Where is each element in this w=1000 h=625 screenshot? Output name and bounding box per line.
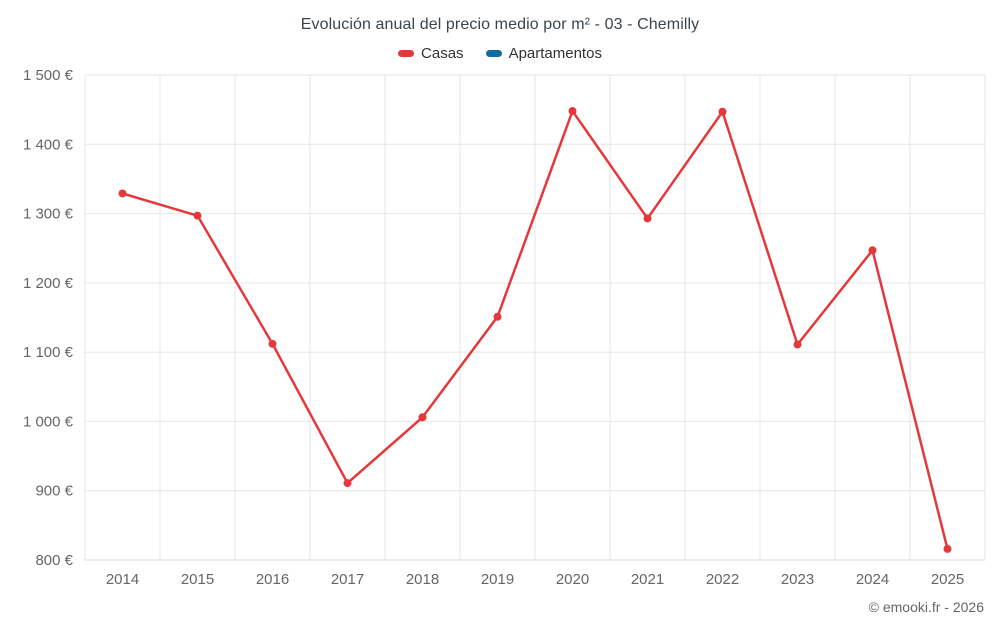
data-point [418, 413, 427, 422]
x-tick-label: 2024 [856, 571, 889, 588]
legend-label-casas: Casas [421, 45, 464, 62]
y-tick-label: 1 300 € [23, 206, 74, 223]
x-tick-label: 2021 [631, 571, 664, 588]
x-tick-label: 2018 [406, 571, 439, 588]
x-tick-label: 2014 [106, 571, 139, 588]
legend-swatch-apartamentos [485, 50, 502, 57]
data-point [343, 479, 352, 488]
x-tick-label: 2020 [556, 571, 589, 588]
x-tick-label: 2016 [256, 571, 289, 588]
data-point [193, 211, 202, 220]
y-tick-label: 1 400 € [23, 136, 74, 153]
y-tick-label: 1 000 € [23, 413, 74, 430]
copyright-text: © emooki.fr - 2026 [868, 599, 984, 615]
data-point [943, 544, 952, 553]
data-point [268, 339, 277, 348]
legend-label-apartamentos: Apartamentos [508, 45, 602, 62]
chart-title: Evolución anual del precio medio por m² … [300, 16, 700, 33]
x-tick-label: 2019 [481, 571, 514, 588]
legend: Casas Apartamentos [0, 45, 1000, 62]
x-tick-label: 2023 [781, 571, 814, 588]
x-tick-label: 2017 [331, 571, 364, 588]
data-point [118, 189, 127, 198]
data-point [493, 312, 502, 321]
data-point [643, 214, 652, 223]
y-tick-label: 1 200 € [23, 275, 74, 292]
x-tick-label: 2025 [931, 571, 964, 588]
y-tick-label: 1 500 € [23, 67, 74, 84]
x-tick-label: 2022 [706, 571, 739, 588]
y-tick-label: 800 € [35, 552, 73, 569]
data-point [568, 107, 577, 116]
legend-swatch-casas [398, 50, 415, 57]
data-point [793, 340, 802, 349]
series-line-casas [121, 109, 949, 551]
y-tick-label: 1 100 € [23, 344, 74, 361]
data-point [868, 246, 877, 255]
y-tick-label: 900 € [35, 483, 73, 500]
data-point [718, 107, 727, 116]
x-tick-label: 2015 [181, 571, 214, 588]
legend-item-apartamentos[interactable]: Apartamentos [485, 45, 602, 62]
legend-item-casas[interactable]: Casas [398, 45, 464, 62]
